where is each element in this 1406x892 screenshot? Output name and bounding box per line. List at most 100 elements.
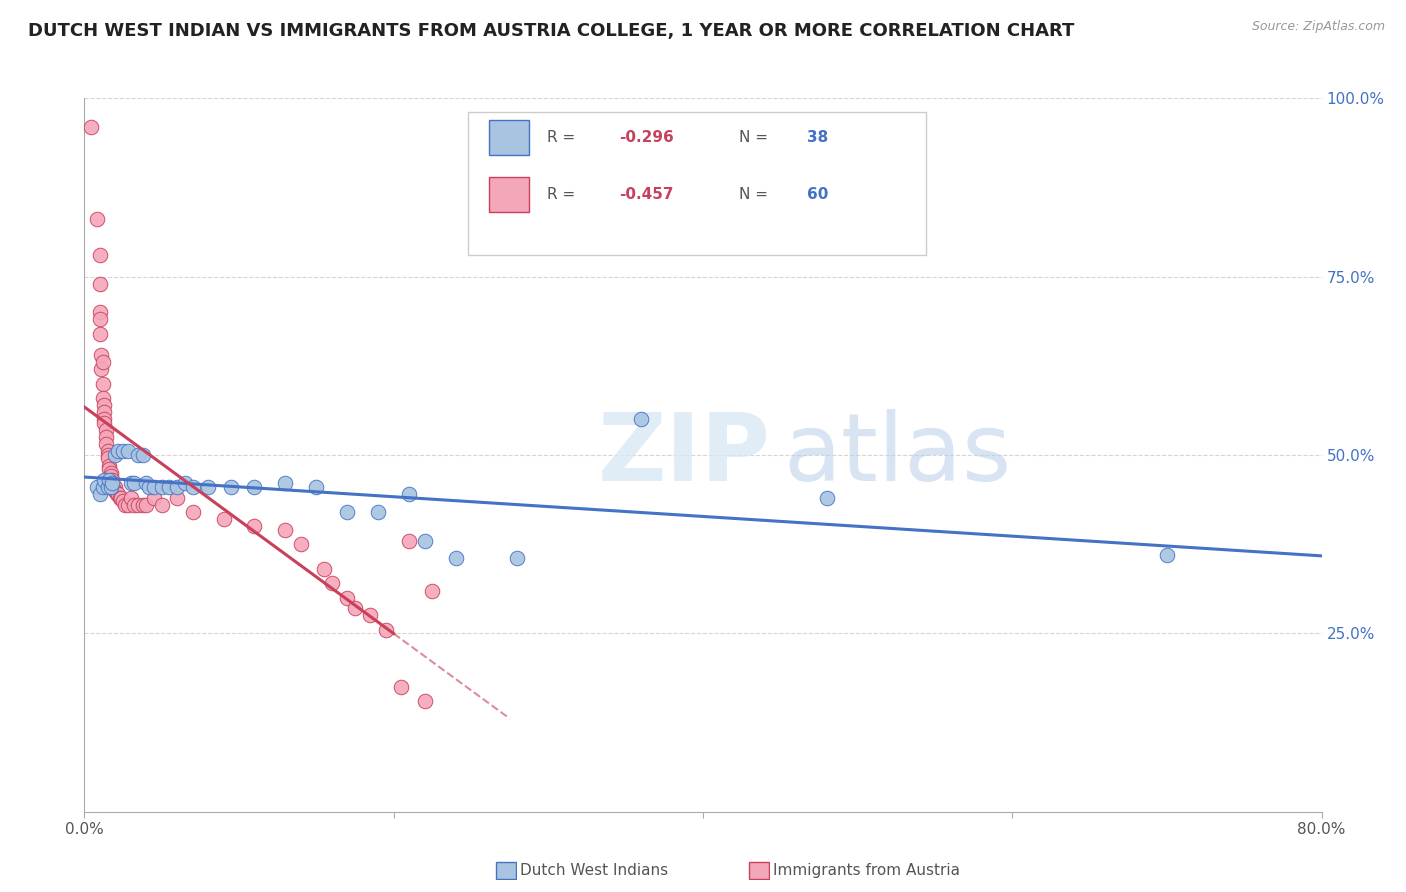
- Point: [150, 480, 173, 494]
- Point: [128, 448, 150, 462]
- Point: [98, 462, 121, 476]
- Point: [197, 480, 219, 494]
- Text: R =: R =: [547, 130, 581, 145]
- Point: [221, 480, 243, 494]
- Point: [97, 451, 120, 466]
- Point: [120, 476, 142, 491]
- Text: -0.457: -0.457: [619, 187, 673, 202]
- Point: [344, 601, 367, 615]
- Point: [97, 480, 120, 494]
- Point: [91, 355, 114, 369]
- Point: [104, 483, 127, 498]
- Point: [94, 437, 117, 451]
- FancyBboxPatch shape: [749, 862, 769, 880]
- Point: [135, 498, 157, 512]
- Point: [143, 480, 166, 494]
- Point: [367, 505, 389, 519]
- Point: [107, 487, 129, 501]
- Point: [150, 498, 173, 512]
- Point: [274, 523, 297, 537]
- Point: [90, 348, 112, 362]
- Point: [101, 476, 124, 491]
- Text: 60: 60: [807, 187, 828, 202]
- Point: [104, 480, 127, 494]
- Point: [274, 476, 297, 491]
- Point: [444, 551, 467, 566]
- Point: [181, 505, 204, 519]
- Point: [100, 466, 122, 480]
- Point: [336, 591, 359, 605]
- Point: [132, 448, 155, 462]
- Point: [86, 212, 108, 227]
- Point: [98, 473, 121, 487]
- Text: Source: ZipAtlas.com: Source: ZipAtlas.com: [1251, 20, 1385, 33]
- Point: [243, 519, 266, 533]
- Point: [89, 312, 111, 326]
- Point: [98, 458, 121, 473]
- Point: [314, 562, 336, 576]
- Point: [132, 498, 155, 512]
- Point: [128, 498, 150, 512]
- Point: [321, 576, 343, 591]
- Point: [93, 473, 115, 487]
- Point: [243, 480, 266, 494]
- Point: [91, 376, 114, 391]
- Point: [94, 423, 117, 437]
- Point: [117, 444, 139, 458]
- Point: [90, 362, 112, 376]
- Point: [89, 326, 111, 341]
- Point: [89, 277, 111, 291]
- Point: [506, 551, 529, 566]
- Text: Immigrants from Austria: Immigrants from Austria: [773, 863, 960, 878]
- Point: [815, 491, 838, 505]
- Point: [166, 491, 188, 505]
- Point: [107, 444, 129, 458]
- Point: [93, 398, 115, 412]
- Text: DUTCH WEST INDIAN VS IMMIGRANTS FROM AUSTRIA COLLEGE, 1 YEAR OR MORE CORRELATION: DUTCH WEST INDIAN VS IMMIGRANTS FROM AUS…: [28, 22, 1074, 40]
- Point: [91, 391, 114, 405]
- Point: [135, 476, 157, 491]
- Point: [212, 512, 235, 526]
- Point: [122, 498, 145, 512]
- Point: [94, 430, 117, 444]
- Point: [114, 498, 136, 512]
- Point: [630, 412, 652, 426]
- Point: [138, 480, 160, 494]
- Point: [112, 494, 135, 508]
- Point: [360, 608, 382, 623]
- Point: [101, 473, 124, 487]
- Point: [79, 120, 101, 134]
- Text: N =: N =: [740, 187, 773, 202]
- Text: N =: N =: [740, 130, 773, 145]
- Point: [398, 533, 420, 548]
- FancyBboxPatch shape: [468, 112, 925, 255]
- Point: [93, 405, 115, 419]
- Text: atlas: atlas: [783, 409, 1012, 501]
- FancyBboxPatch shape: [489, 177, 529, 212]
- FancyBboxPatch shape: [489, 120, 529, 155]
- Point: [122, 476, 145, 491]
- Point: [174, 476, 197, 491]
- Text: R =: R =: [547, 187, 581, 202]
- Point: [91, 480, 114, 494]
- Point: [117, 498, 139, 512]
- Point: [159, 480, 181, 494]
- Point: [100, 480, 122, 494]
- Text: -0.296: -0.296: [619, 130, 673, 145]
- Point: [143, 491, 166, 505]
- Text: 38: 38: [807, 130, 828, 145]
- Text: ZIP: ZIP: [598, 409, 770, 501]
- Point: [104, 448, 127, 462]
- Point: [97, 448, 120, 462]
- Point: [89, 487, 111, 501]
- Point: [112, 444, 135, 458]
- Point: [101, 476, 124, 491]
- Point: [290, 537, 312, 551]
- Point: [336, 505, 359, 519]
- Point: [93, 412, 115, 426]
- Point: [422, 583, 444, 598]
- Point: [97, 444, 120, 458]
- Point: [110, 491, 132, 505]
- Point: [391, 680, 413, 694]
- Point: [305, 480, 328, 494]
